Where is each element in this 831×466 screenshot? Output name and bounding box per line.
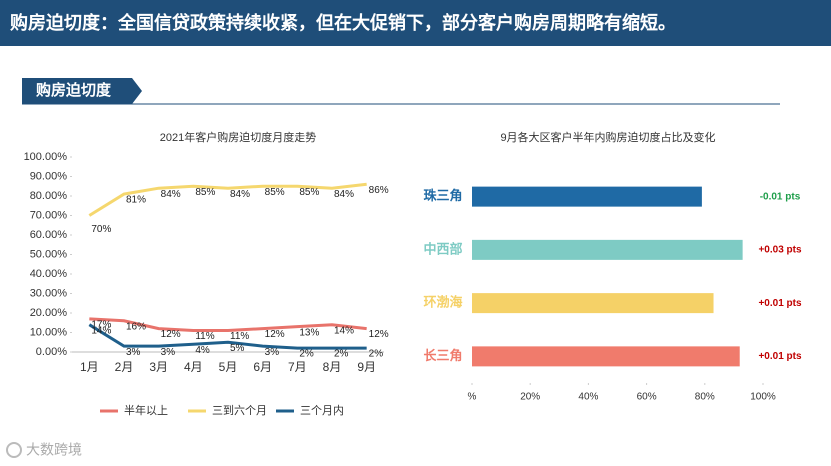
y-tick-label: 20.00%: [30, 307, 68, 319]
data-label: 17%: [91, 319, 111, 330]
data-label: 2%: [334, 349, 349, 360]
data-label: 3%: [265, 347, 280, 358]
change-label: -0.01 pts: [760, 191, 801, 202]
data-label: 3%: [161, 347, 176, 358]
data-label: 2%: [369, 349, 384, 360]
data-label: 84%: [334, 189, 354, 200]
x-tick-label: 80%: [695, 392, 715, 403]
bar: [472, 186, 702, 207]
y-tick-label: 10.00%: [30, 326, 68, 338]
category-label: 环渤海: [423, 295, 462, 310]
x-tick-label: 9月: [357, 360, 376, 374]
x-tick-label: 3月: [149, 360, 168, 374]
x-tick-label: 5月: [219, 360, 238, 374]
category-label: 长三角: [423, 348, 462, 363]
y-tick-label: 80.00%: [30, 190, 68, 202]
data-label: 13%: [299, 327, 319, 338]
data-label: 70%: [91, 224, 111, 235]
x-tick-label: 6月: [253, 360, 272, 374]
chart-title: 9月各大区客户半年内购房迫切度占比及变化: [500, 130, 715, 144]
x-tick-label: 4月: [184, 360, 203, 374]
x-tick-label: 7月: [288, 360, 307, 374]
data-label: 14%: [91, 325, 111, 336]
change-label: +0.01 pts: [758, 298, 802, 309]
change-label: +0.03 pts: [758, 245, 802, 256]
legend-label: 三个月内: [300, 403, 344, 417]
data-label: 84%: [161, 189, 181, 200]
data-label: 85%: [195, 187, 215, 198]
chart-title: 2021年客户购房迫切度月度走势: [160, 130, 316, 144]
legend-label: 半年以上: [124, 403, 168, 417]
x-tick-label: %: [468, 392, 477, 403]
data-label: 16%: [126, 321, 146, 332]
change-label: +0.01 pts: [758, 351, 802, 362]
footer-text: 大数跨境: [26, 442, 82, 458]
data-label: 4%: [195, 345, 210, 356]
y-tick-label: 50.00%: [30, 248, 68, 260]
header-title: 购房迫切度：全国信贷政策持续收紧，但在大促销下，部分客户购房周期略有缩短。: [10, 12, 676, 33]
data-label: 84%: [230, 189, 250, 200]
line-series: [88, 323, 367, 350]
y-tick-label: 60.00%: [30, 229, 68, 241]
header-band: [0, 0, 831, 46]
y-tick-label: 0.00%: [36, 346, 67, 358]
data-label: 2%: [299, 349, 314, 360]
x-tick-label: 8月: [323, 360, 342, 374]
x-tick-label: 100%: [750, 392, 776, 403]
bar: [472, 346, 740, 367]
data-label: 3%: [126, 347, 141, 358]
x-tick-label: 40%: [578, 392, 598, 403]
y-tick-label: 100.00%: [24, 151, 68, 163]
y-tick-label: 90.00%: [30, 170, 68, 182]
x-tick-label: 1月: [80, 360, 99, 374]
footer-logo: [6, 442, 22, 458]
data-label: 85%: [299, 187, 319, 198]
y-tick-label: 70.00%: [30, 209, 68, 221]
line-series: [88, 182, 367, 217]
data-label: 12%: [161, 329, 181, 340]
data-label: 85%: [265, 187, 285, 198]
legend-label: 三到六个月: [212, 404, 267, 417]
data-label: 12%: [265, 329, 285, 340]
category-label: 中西部: [423, 241, 462, 256]
bar: [472, 239, 743, 260]
x-tick-label: 60%: [637, 392, 657, 403]
bar: [472, 293, 714, 314]
section-tag: [22, 78, 142, 104]
data-label: 81%: [126, 195, 146, 206]
data-label: 14%: [334, 325, 354, 336]
y-tick-label: 30.00%: [30, 287, 68, 299]
data-label: 5%: [230, 343, 245, 354]
category-label: 珠三角: [423, 188, 462, 203]
line-series: [89, 317, 367, 333]
x-tick-label: 2月: [115, 360, 134, 374]
data-label: 12%: [369, 329, 389, 340]
y-tick-label: 40.00%: [30, 268, 68, 280]
data-label: 11%: [230, 331, 249, 342]
section-title: 购房迫切度: [36, 81, 112, 99]
x-tick-label: 20%: [520, 392, 540, 403]
data-label: 86%: [369, 185, 389, 196]
data-label: 11%: [195, 331, 214, 342]
